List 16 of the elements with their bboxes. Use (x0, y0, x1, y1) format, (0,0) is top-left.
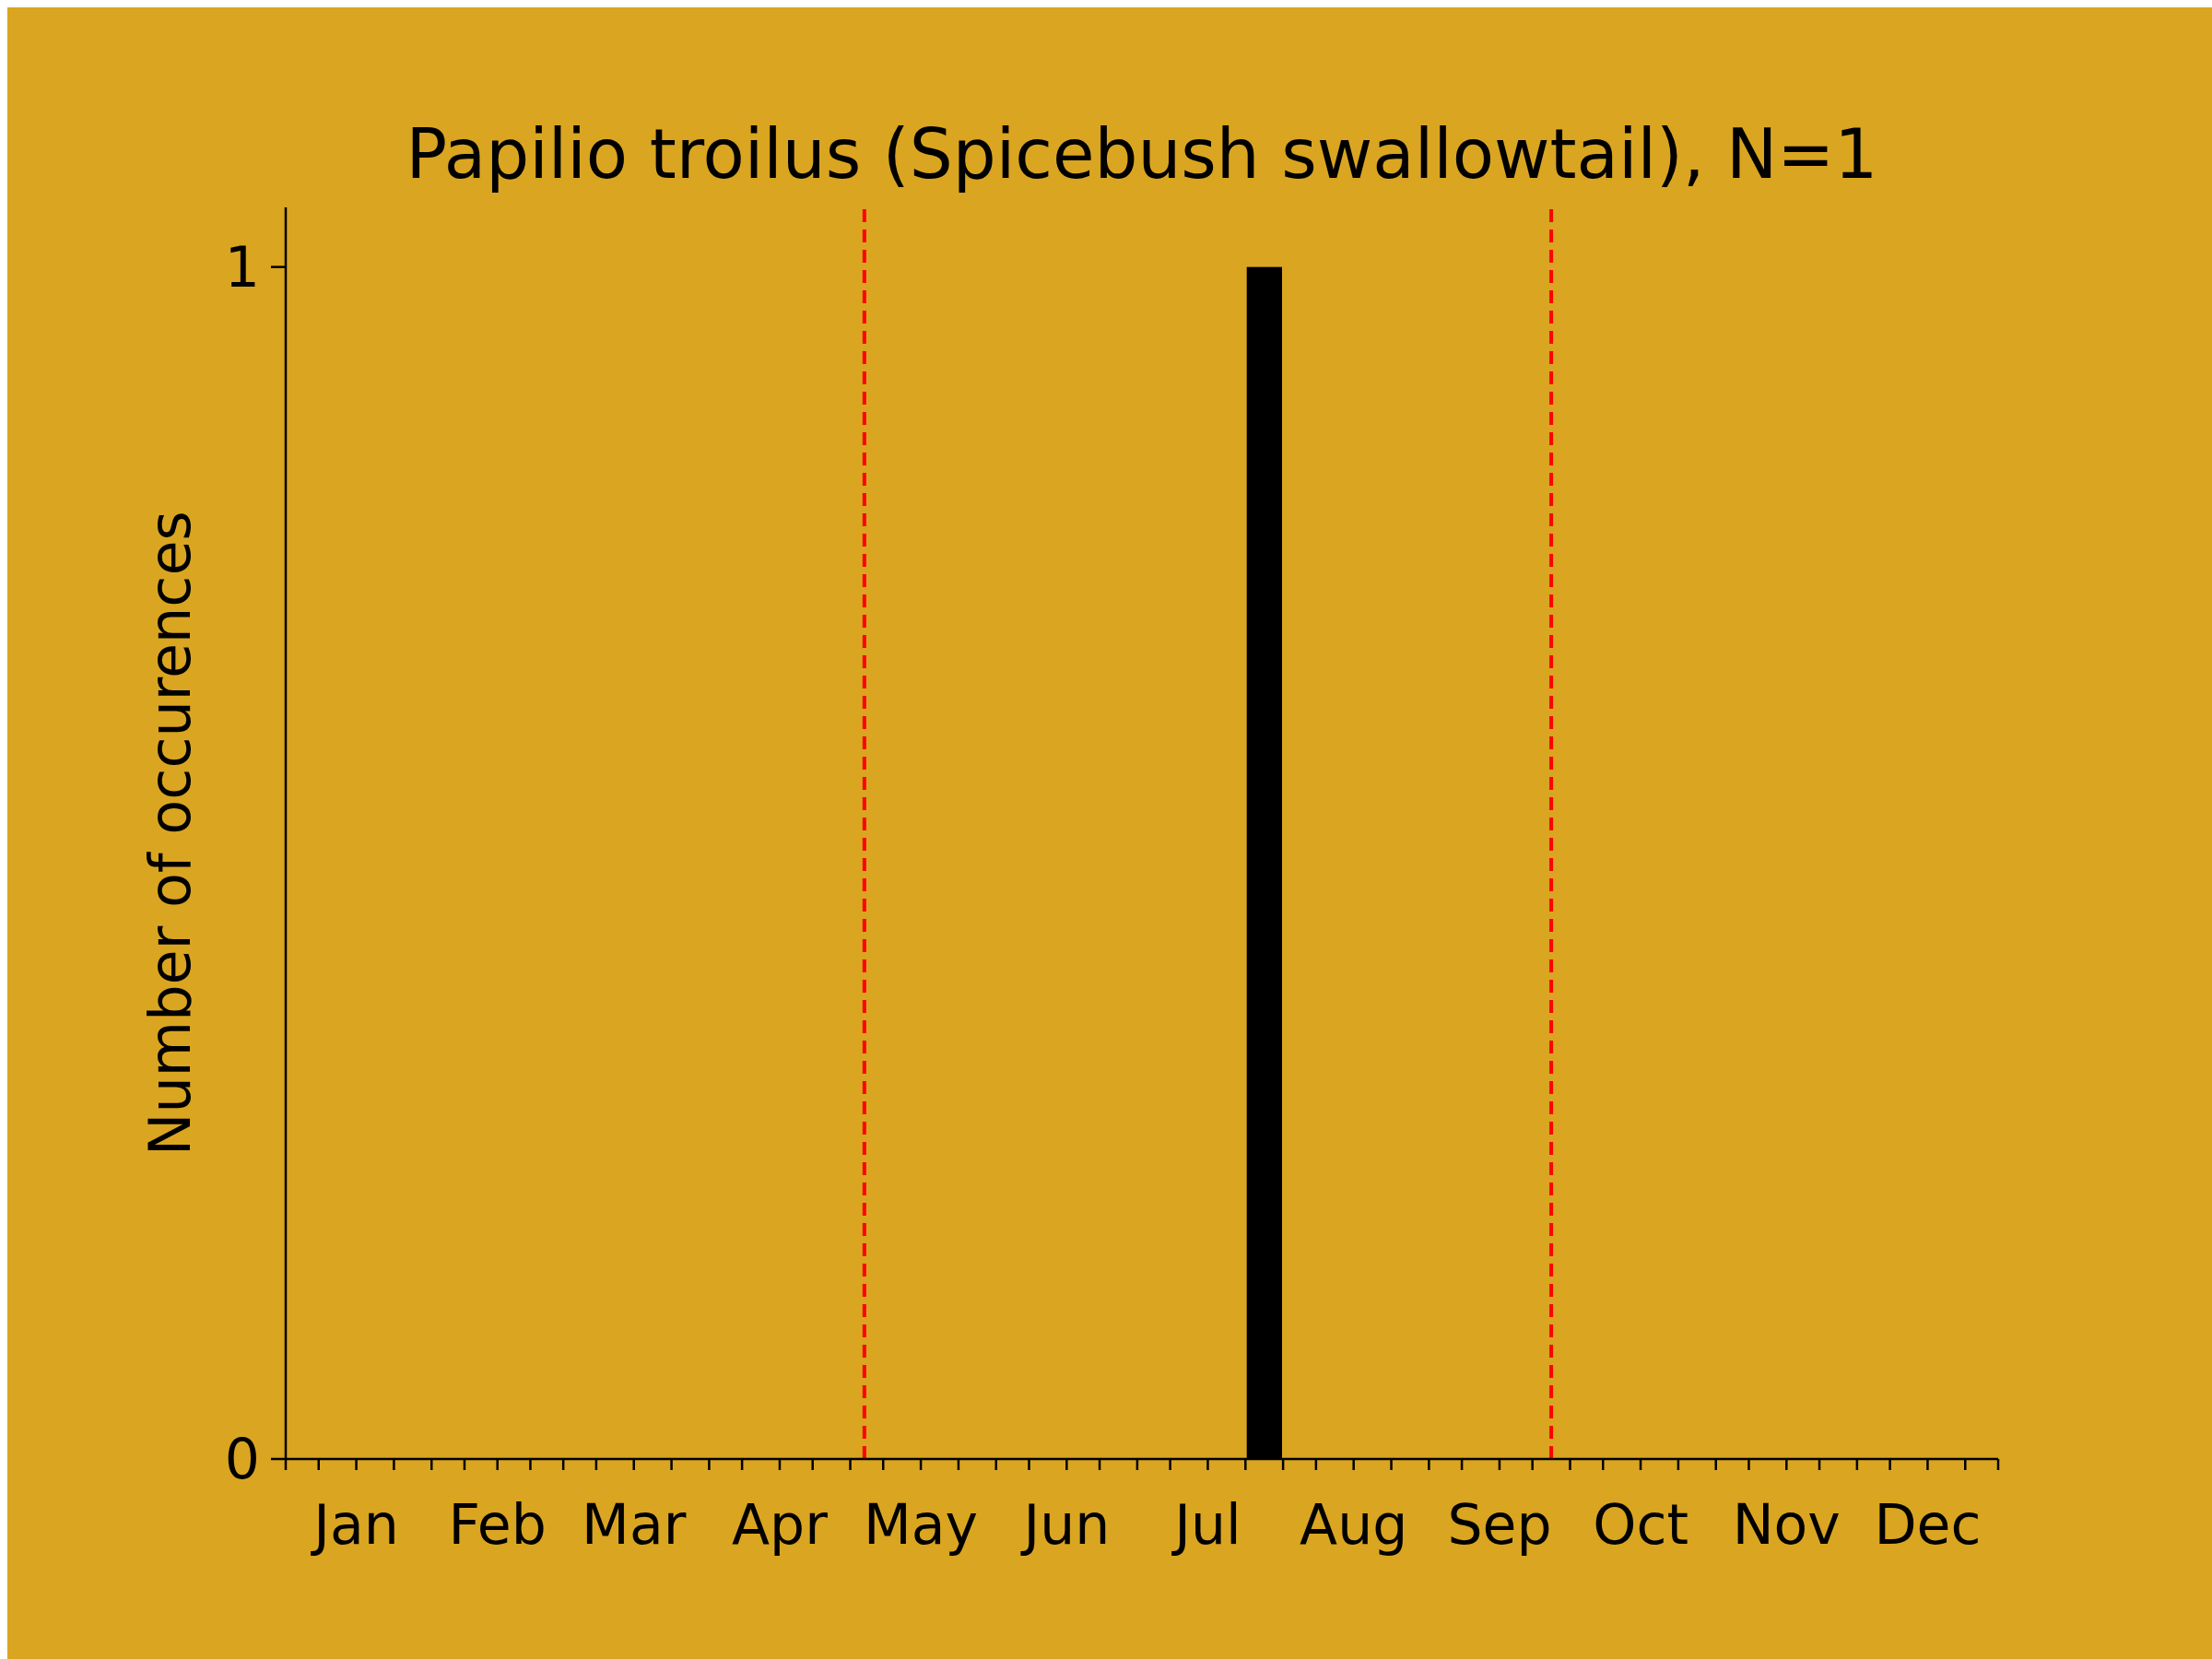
x-tick-label: Aug (1300, 1492, 1408, 1557)
x-tick-label: Oct (1593, 1492, 1688, 1557)
x-tick-label: Feb (448, 1492, 547, 1557)
y-tick-label: 0 (224, 1427, 260, 1491)
x-tick-label: Mar (582, 1492, 687, 1557)
x-tick-label: May (864, 1492, 979, 1557)
x-tick-label: Jul (1171, 1492, 1241, 1557)
x-tick-label: Dec (1874, 1492, 1982, 1557)
x-tick-label: Jan (310, 1492, 399, 1557)
x-tick-label: Nov (1732, 1492, 1841, 1557)
y-tick-label: 1 (224, 234, 260, 300)
x-tick-label: Jun (1019, 1492, 1111, 1557)
x-tick-label: Apr (732, 1492, 829, 1557)
chart-title: Papilio troilus (Spicebush swallowtail), N=1 (406, 114, 1878, 194)
y-axis-title: Number of occurences (136, 511, 204, 1156)
x-tick-label: Sep (1447, 1492, 1552, 1557)
